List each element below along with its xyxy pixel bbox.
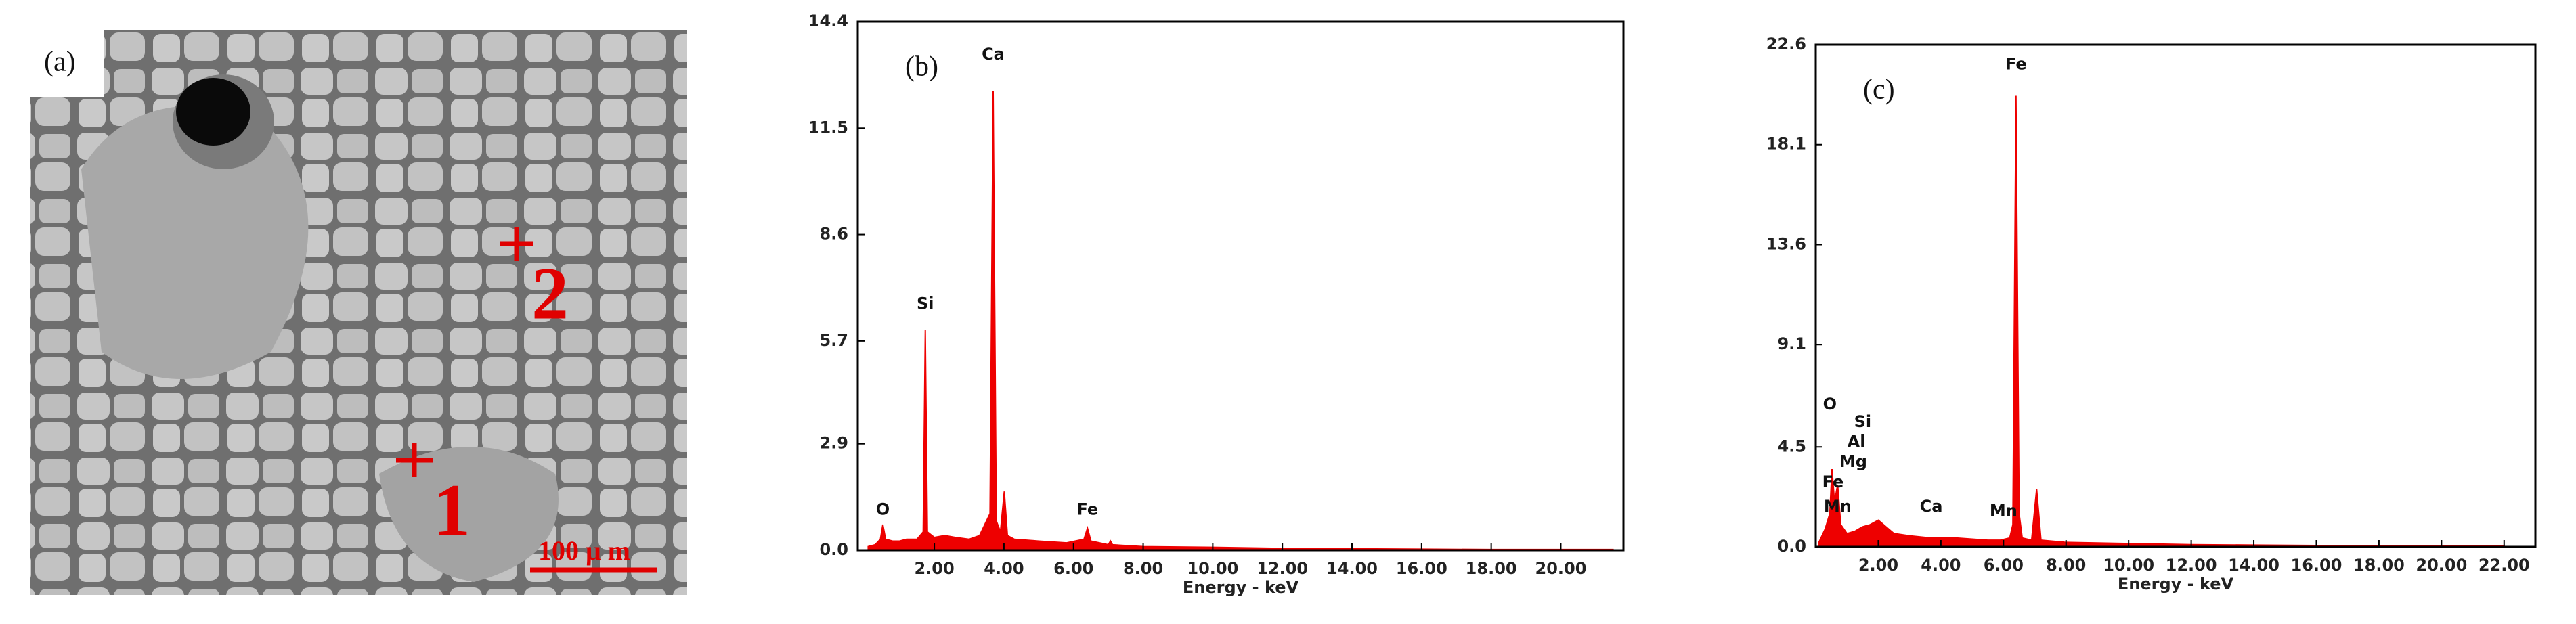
x-tick-label: 20.00 bbox=[2416, 556, 2467, 575]
y-tick-label: 18.1 bbox=[1766, 135, 1806, 154]
plot-frame bbox=[1814, 43, 2537, 548]
x-tick-label: 22.00 bbox=[2479, 556, 2530, 575]
y-tick-label: 4.5 bbox=[1777, 437, 1806, 455]
spectrum bbox=[1818, 95, 2505, 548]
panel-label: (a) bbox=[44, 47, 76, 78]
peak-label: Fe bbox=[2005, 55, 2027, 74]
x-tick-label: 10.00 bbox=[2103, 556, 2154, 575]
sem-image: (a) 1 2 100 μ m bbox=[30, 30, 687, 595]
peak-label: Ca bbox=[1920, 497, 1943, 516]
x-tick-label: 8.00 bbox=[1123, 559, 1163, 578]
peak-label: Mg bbox=[1839, 452, 1867, 471]
x-tick-label: 2.00 bbox=[1858, 556, 1898, 575]
point-label: 1 bbox=[433, 468, 471, 551]
x-tick-label: 18.00 bbox=[2353, 556, 2405, 575]
peak-label: O bbox=[1823, 395, 1837, 414]
y-tick-label: 14.4 bbox=[808, 12, 848, 30]
y-tick-label: 2.9 bbox=[819, 434, 848, 453]
y-tick-label: 22.6 bbox=[1766, 35, 1806, 53]
point-label: 2 bbox=[531, 252, 569, 334]
spectrum bbox=[867, 91, 1614, 551]
x-tick-label: 12.00 bbox=[1257, 559, 1308, 578]
plot-frame bbox=[856, 20, 1625, 552]
peak-label: Mn bbox=[1990, 501, 2017, 520]
peak-label: Si bbox=[917, 294, 934, 313]
x-tick-label: 6.00 bbox=[1053, 559, 1093, 578]
peak-label: Fe bbox=[1076, 499, 1098, 518]
y-tick-label: 0.0 bbox=[1777, 537, 1806, 556]
y-tick-label: 11.5 bbox=[808, 118, 848, 137]
x-tick-label: 10.00 bbox=[1187, 559, 1238, 578]
y-tick-label: 5.7 bbox=[819, 331, 848, 350]
peak-label: Al bbox=[1848, 432, 1866, 451]
x-tick-label: 6.00 bbox=[1984, 556, 2024, 575]
x-tick-label: 18.00 bbox=[1466, 559, 1517, 578]
peak-label: O bbox=[876, 499, 890, 518]
peak-label: Fe bbox=[1822, 472, 1844, 491]
scale-bar-label: 100 μ m bbox=[538, 535, 630, 566]
peak-label: Si bbox=[1854, 412, 1872, 431]
x-axis-title: Energy - keV bbox=[1183, 578, 1299, 597]
y-tick-label: 13.6 bbox=[1766, 234, 1806, 253]
x-tick-label: 4.00 bbox=[984, 559, 1024, 578]
point-marker bbox=[396, 227, 533, 477]
peak-label: Mn bbox=[1824, 497, 1852, 516]
panel-label: (b) bbox=[905, 51, 938, 83]
y-tick-label: 8.6 bbox=[819, 225, 848, 244]
x-tick-label: 14.00 bbox=[2228, 556, 2279, 575]
y-tick-label: 0.0 bbox=[819, 540, 848, 559]
x-tick-label: 12.00 bbox=[2166, 556, 2217, 575]
y-tick-label: 9.1 bbox=[1777, 334, 1806, 353]
x-tick-label: 16.00 bbox=[2291, 556, 2342, 575]
x-tick-label: 4.00 bbox=[1921, 556, 1961, 575]
x-tick-label: 16.00 bbox=[1396, 559, 1447, 578]
x-tick-label: 20.00 bbox=[1535, 559, 1587, 578]
x-tick-label: 2.00 bbox=[914, 559, 954, 578]
x-tick-label: 14.00 bbox=[1326, 559, 1378, 578]
panel-label: (c) bbox=[1863, 74, 1895, 106]
x-axis-title: Energy - keV bbox=[2118, 575, 2234, 594]
x-tick-label: 8.00 bbox=[2046, 556, 2086, 575]
peak-label: Ca bbox=[982, 45, 1005, 64]
